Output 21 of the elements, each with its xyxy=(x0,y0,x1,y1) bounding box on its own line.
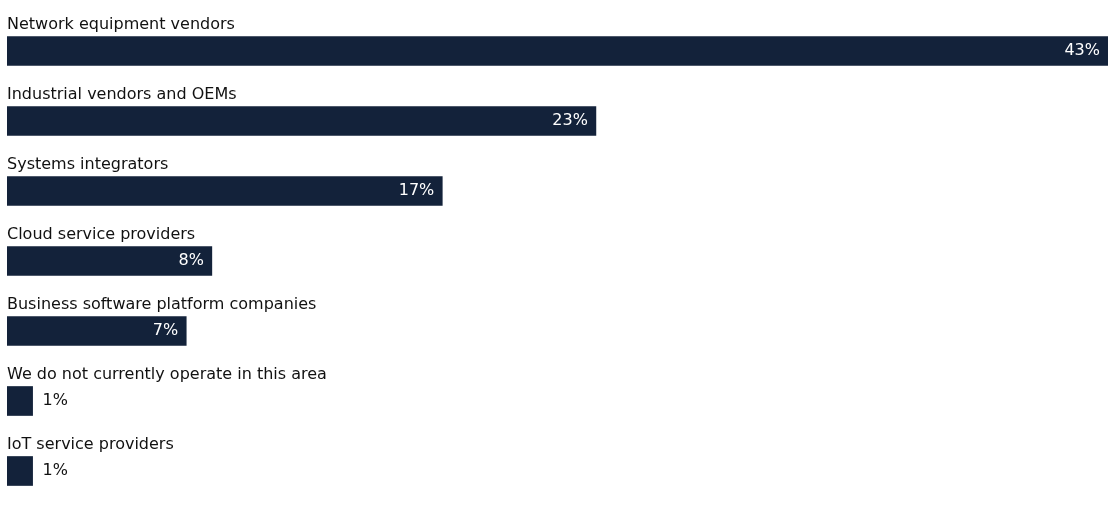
bar xyxy=(7,386,33,416)
y-tick-label: We do not currently operate in this area xyxy=(7,363,327,383)
bar xyxy=(7,456,33,486)
y-tick-label: Industrial vendors and OEMs xyxy=(7,83,237,103)
y-tick-label: Cloud service providers xyxy=(7,223,196,243)
data-label: 7% xyxy=(152,320,179,340)
y-tick-label: IoT service providers xyxy=(7,433,174,453)
y-tick-label: Business software platform companies xyxy=(7,293,317,313)
data-label: 17% xyxy=(398,180,435,200)
data-label: 43% xyxy=(1064,40,1100,60)
bar xyxy=(7,176,443,206)
bar xyxy=(7,36,1108,66)
data-label: 1% xyxy=(42,390,68,410)
bar xyxy=(7,246,213,276)
data-label: 23% xyxy=(552,110,588,130)
data-label: 1% xyxy=(42,460,68,480)
bar xyxy=(7,316,187,346)
y-tick-label: Network equipment vendors xyxy=(7,13,235,33)
y-tick-label: Systems integrators xyxy=(7,153,169,173)
data-label: 8% xyxy=(178,250,204,270)
bar xyxy=(7,106,597,136)
